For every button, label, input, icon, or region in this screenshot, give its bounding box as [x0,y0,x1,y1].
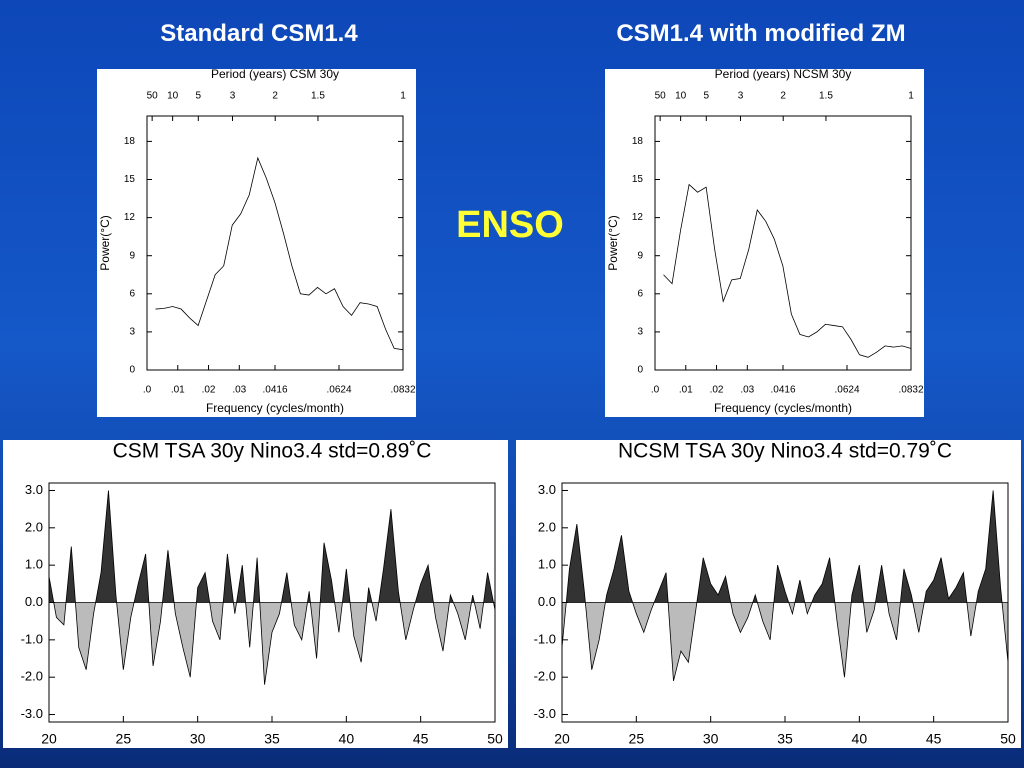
negative-area [49,602,495,685]
x2-tick-label: 1.5 [311,91,325,102]
x-tick-label: 40 [339,731,355,747]
x2-tick-label: 10 [675,91,687,102]
y-tick-label: -3.0 [534,706,556,721]
x-tick-label: .01 [171,385,185,396]
x-tick-label: .0624 [834,385,859,396]
x-tick-label: .0416 [770,385,795,396]
y-tick-label: -3.0 [21,706,43,721]
x-tick-label: 50 [1000,731,1016,747]
y-tick-label: 9 [637,250,643,261]
x-tick-label: .03 [232,385,246,396]
x2-tick-label: 1 [400,91,406,102]
plot-frame [146,115,404,371]
negative-area [562,602,1008,681]
x2-tick-label: 1 [908,91,914,102]
x-tick-label: 35 [777,731,793,747]
y-tick-label: 15 [124,174,136,185]
y-tick-label: 0 [129,365,135,376]
chart-panel: NCSM TSA 30y Nino3.4 std=0.79˚C 3.0 2.0 1.0… [516,440,1021,748]
x2-tick-label: 2 [780,91,786,102]
x-tick-label: .0832 [898,385,923,396]
chart-title: NCSM TSA 30y Nino3.4 std=0.79˚C [618,440,952,463]
y-tick-label: 0 [637,365,643,376]
x2-tick-label: 50 [147,91,159,102]
x-tick-label: .03 [740,385,754,396]
x-tick-label: 40 [852,731,868,747]
positive-area [49,490,495,603]
x-tick-label: 35 [264,731,280,747]
y-tick-label: 12 [124,212,136,223]
slide-label: ENSO [456,204,564,246]
x-tick-label: .0 [651,385,660,396]
x2-axis-title: Period (years) NCSM 30y [715,69,852,81]
plot-frame [654,115,912,371]
y-tick-label: -1.0 [534,631,556,646]
x2-tick-label: 50 [655,91,667,102]
x-tick-label: 45 [926,731,942,747]
y-tick-label: 3 [637,327,643,338]
y-axis-title: Power(°C) [98,215,112,270]
y-tick-label: 15 [632,174,644,185]
x2-tick-label: 3 [230,91,236,102]
x2-tick-label: 2 [272,91,278,102]
x-tick-label: .01 [679,385,693,396]
chart-title: CSM TSA 30y Nino3.4 std=0.89˚C [113,440,432,463]
y-tick-label: 9 [129,250,135,261]
x-axis-title: Frequency (cycles/month) [714,401,852,415]
heading: CSM1.4 with modified ZM [616,20,906,47]
x-tick-label: 50 [487,731,503,747]
y-tick-label: 0.0 [25,594,43,609]
y-tick-label: 6 [637,288,643,299]
spectrum-line [663,183,911,358]
y-tick-label: 3 [129,327,135,338]
series-line [48,490,496,685]
y-tick-label: 18 [124,136,136,147]
x-tick-label: 30 [703,731,719,747]
x2-tick-label: 3 [738,91,744,102]
x-tick-label: 30 [190,731,206,747]
chart-panel: CSM TSA 30y Nino3.4 std=0.89˚C 3.0 2.0 1.0 0… [3,440,508,748]
x-tick-label: .0832 [390,385,415,396]
heading: Standard CSM1.4 [160,20,358,47]
y-tick-label: 12 [632,212,644,223]
y-tick-label: 1.0 [538,557,556,572]
y-tick-label: 0.0 [538,594,556,609]
y-tick-label: -1.0 [21,631,43,646]
y-tick-label: 2.0 [25,519,43,534]
x2-tick-label: 5 [704,91,710,102]
y-tick-label: -2.0 [21,669,43,684]
y-tick-label: 6 [129,288,135,299]
x-tick-label: 25 [629,731,645,747]
y-tick-label: 18 [632,136,644,147]
x-tick-label: 25 [116,731,132,747]
y-tick-label: 3.0 [538,482,556,497]
x-tick-label: 20 [554,731,570,747]
y-tick-label: 3.0 [25,482,43,497]
x2-tick-label: 5 [196,91,202,102]
x-tick-label: 20 [41,731,57,747]
y-tick-label: -2.0 [534,669,556,684]
x-tick-label: 45 [413,731,429,747]
x-tick-label: .0416 [262,385,287,396]
x2-tick-label: 10 [167,91,179,102]
y-tick-label: 2.0 [538,519,556,534]
y-axis-title: Power(°C) [606,215,620,270]
x-tick-label: .02 [710,385,724,396]
y-tick-label: 1.0 [25,557,43,572]
x2-tick-label: 1.5 [819,91,833,102]
x-axis-title: Frequency (cycles/month) [206,401,344,415]
x2-axis-title: Period (years) CSM 30y [211,69,339,81]
x-tick-label: .0 [143,385,152,396]
x-tick-label: .0624 [326,385,351,396]
series-line [561,490,1009,682]
x-tick-label: .02 [202,385,216,396]
positive-area [562,490,1008,603]
spectrum-line [155,156,403,351]
